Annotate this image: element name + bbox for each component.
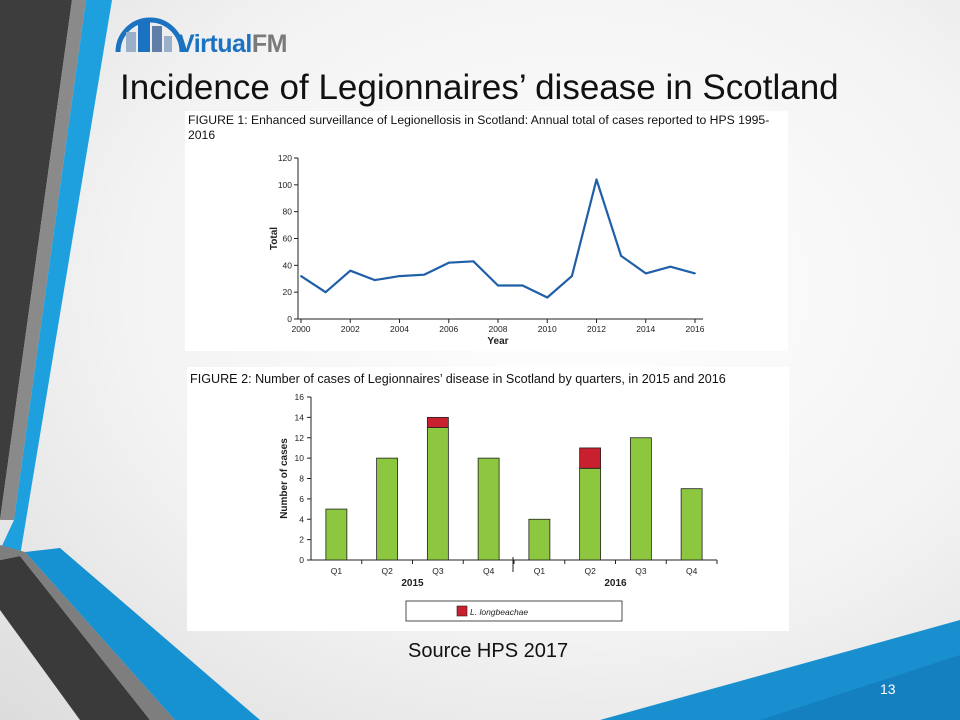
x-tick-label: Q1 xyxy=(534,566,546,576)
data-point xyxy=(694,272,696,275)
bar-segment-green xyxy=(680,488,703,561)
y-tick-label: 80 xyxy=(283,207,293,217)
group-label: 2015 xyxy=(401,578,424,589)
data-point xyxy=(570,275,573,277)
x-tick-label: Q2 xyxy=(584,566,596,576)
bottom-blue-swoosh xyxy=(25,548,260,720)
figure-2-title: FIGURE 2: Number of cases of Legionnaire… xyxy=(190,372,726,386)
figure-1-plot: 0 20 40 60 80 100 120 2000 2002 2004 2006 2008 2010 2… xyxy=(269,153,705,347)
data-point xyxy=(620,255,623,257)
x-axis-title: Year xyxy=(487,336,508,347)
x-tick-label: Q3 xyxy=(635,566,647,576)
group-label: 2016 xyxy=(604,578,627,589)
data-point xyxy=(497,284,499,287)
data-point xyxy=(472,260,475,263)
logo-building-3 xyxy=(152,26,162,52)
data-point xyxy=(447,261,450,264)
x-tick-label: Q1 xyxy=(331,566,343,576)
y-axis-title: Total xyxy=(269,227,280,250)
figure-1-line-chart: FIGURE 1: Enhanced surveillance of Legio… xyxy=(185,111,788,351)
x-tick-label: Q2 xyxy=(381,566,393,576)
figure-2-bar-chart: FIGURE 2: Number of cases of Legionnaire… xyxy=(187,367,789,631)
figure-1-title: FIGURE 1: Enhanced surveillance of Legio… xyxy=(188,113,770,142)
data-point xyxy=(521,284,524,287)
y-tick-label: 14 xyxy=(295,412,305,422)
x-tick-label: 2004 xyxy=(390,324,409,334)
y-tick-label: 60 xyxy=(283,234,293,244)
x-tick-label: 2016 xyxy=(686,324,705,334)
y-tick-label: 100 xyxy=(278,180,292,190)
y-tick-label: 4 xyxy=(299,514,304,524)
x-tick-label: 2006 xyxy=(439,324,458,334)
y-tick-label: 10 xyxy=(295,453,305,463)
data-point xyxy=(349,269,352,272)
data-point xyxy=(398,275,401,277)
left-blue-stripe xyxy=(0,0,112,556)
x-tick-label: 2000 xyxy=(292,324,311,334)
bottom-dark-swoosh xyxy=(0,556,150,720)
slide-title: Incidence of Legionnaires’ disease in Sc… xyxy=(120,68,839,107)
bar-segment-green xyxy=(629,437,652,561)
left-gray-stripe xyxy=(0,0,86,520)
bar-segment-green xyxy=(426,427,449,561)
x-tick-label: 2014 xyxy=(636,324,655,334)
x-tick-label: 2012 xyxy=(587,324,606,334)
data-point xyxy=(423,273,426,276)
y-tick-label: 0 xyxy=(287,314,292,324)
y-axis-title: Number of cases xyxy=(279,438,290,519)
x-tick-label: 2008 xyxy=(489,324,508,334)
bar-segment-green xyxy=(528,518,551,561)
y-tick-label: 120 xyxy=(278,153,292,163)
y-tick-label: 2 xyxy=(299,535,304,545)
x-tick-label: Q3 xyxy=(432,566,444,576)
x-tick-label: 2002 xyxy=(341,324,360,334)
y-tick-label: 6 xyxy=(299,494,304,504)
data-point xyxy=(546,296,549,299)
y-tick-label: 12 xyxy=(295,433,305,443)
y-tick-label: 0 xyxy=(299,555,304,565)
source-caption: Source HPS 2017 xyxy=(408,640,569,662)
legend-label-longbeachae: L. longbeachae xyxy=(470,607,528,617)
page-number: 13 xyxy=(880,681,896,697)
x-tick-label: 2010 xyxy=(538,324,557,334)
y-tick-label: 16 xyxy=(295,392,305,402)
bar-segment-longbeachae xyxy=(579,447,602,469)
x-tick-label: Q4 xyxy=(686,566,698,576)
data-point xyxy=(669,265,672,268)
bar-segment-green xyxy=(325,508,348,561)
y-tick-label: 40 xyxy=(283,260,293,270)
bar-segment-green xyxy=(579,467,602,561)
series-line-total xyxy=(300,178,696,299)
legend-swatch-longbeachae xyxy=(456,605,468,617)
data-point xyxy=(644,272,647,275)
data-point xyxy=(373,279,376,281)
bar-segment-green xyxy=(477,457,500,561)
bottom-gray-swoosh xyxy=(0,545,175,720)
data-point xyxy=(300,275,302,277)
x-tick-label: Q4 xyxy=(483,566,495,576)
logo-building-1 xyxy=(126,32,136,52)
figure-2-plot: 0 2 4 6 8 10 12 14 16 Number of cases Q1 Q2 Q3 Q4 Q1 Q2… xyxy=(279,392,718,622)
data-point xyxy=(595,178,598,181)
logo-building-2 xyxy=(138,20,150,52)
y-tick-label: 8 xyxy=(299,474,304,484)
corner-dark-panel xyxy=(760,655,960,720)
logo-wordmark-primary: Virtual xyxy=(178,30,252,58)
virtualfm-logo xyxy=(115,17,185,53)
bar-segment-green xyxy=(376,457,399,561)
y-tick-label: 20 xyxy=(283,287,293,297)
data-point xyxy=(324,291,327,294)
logo-wordmark-secondary: FM xyxy=(251,30,288,58)
logo-wordmark: VirtualFM xyxy=(178,30,287,59)
logo-building-4 xyxy=(164,36,172,52)
bar-segment-longbeachae xyxy=(426,416,449,428)
